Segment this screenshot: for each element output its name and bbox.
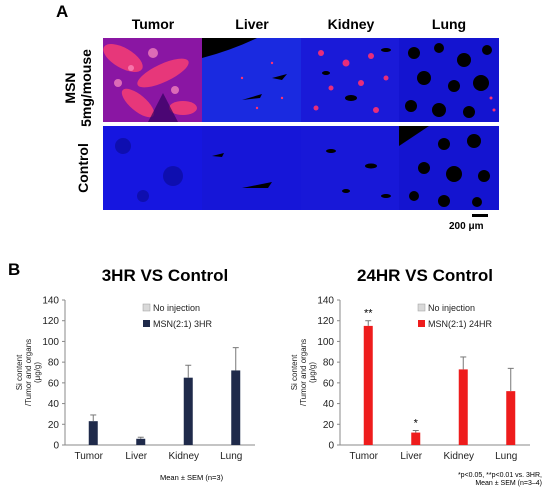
row-label-control-text: Control: [75, 143, 91, 193]
y-tick-label: 80: [48, 358, 60, 369]
x-tick-label: Tumor: [74, 451, 103, 462]
column-header-kidney: Kidney: [327, 16, 375, 32]
significance-marker: *: [414, 418, 419, 430]
y-tick-label: 20: [323, 420, 335, 431]
bar: [136, 438, 146, 445]
footnote-right-line2: Mean ± SEM (n=3–4): [475, 480, 542, 487]
y-tick-label: 40: [48, 399, 60, 410]
chart-24hr: 0 20 40 60 80 100 120 140 Si content/Tumor and o…: [290, 296, 530, 462]
y-tick-label: 40: [323, 399, 335, 410]
y-axis-label-line: /Tumor and organs: [24, 339, 33, 406]
image-control-kidney: [301, 126, 401, 210]
y-axis-label: Si content/Tumor and organs(μg/g): [290, 339, 317, 406]
scale-bar: [472, 214, 488, 217]
legend-label: No injection: [153, 303, 200, 313]
image-msn-liver: [202, 38, 302, 122]
y-tick-label: 60: [48, 378, 60, 389]
chart-title-24hr: 24HR VS Control: [356, 266, 494, 285]
y-tick-label: 20: [48, 420, 60, 431]
column-header-liver: Liver: [235, 16, 269, 32]
x-tick-label: Liver: [400, 451, 422, 462]
y-tick-label: 100: [42, 337, 59, 348]
row-label-msn-line2: 5mg/mouse: [78, 49, 94, 127]
y-tick-label: 140: [42, 296, 59, 307]
y-tick-label: 120: [317, 316, 334, 327]
y-tick-label: 80: [323, 358, 335, 369]
chart-3hr: 0 20 40 60 80 100 120 140 Si content/Tumor and o…: [15, 296, 255, 462]
y-axis-label-line: Si content: [290, 354, 299, 390]
panel-a-letter: A: [56, 2, 69, 21]
x-tick-label: Lung: [495, 451, 517, 462]
bar: [458, 369, 468, 445]
bar: [506, 391, 516, 445]
image-msn-kidney: [301, 38, 401, 122]
bar: [411, 432, 421, 445]
y-axis-label-line: (μg/g): [308, 362, 317, 383]
x-tick-label: Lung: [220, 451, 242, 462]
column-header-tumor: Tumor: [131, 16, 175, 32]
legend-label: No injection: [428, 303, 475, 313]
image-msn-lung: [399, 38, 499, 122]
y-tick-label: 120: [42, 316, 59, 327]
legend-swatch: [418, 320, 425, 327]
x-tick-label: Kidney: [168, 451, 199, 462]
legend-swatch: [142, 303, 151, 312]
legend-swatch: [417, 303, 426, 312]
image-control-liver: [202, 126, 302, 210]
footnote-right: *p<0.05, **p<0.01 vs. 3HR, Mean ± SEM (n…: [436, 472, 542, 488]
y-axis-label: Si content/Tumor and organs(μg/g): [15, 339, 42, 406]
x-tick-label: Liver: [125, 451, 147, 462]
y-axis-label-line: /Tumor and organs: [299, 339, 308, 406]
scale-bar-label: 200 μm: [449, 221, 484, 232]
legend-label: MSN(2:1) 3HR: [153, 319, 213, 329]
column-header-lung: Lung: [431, 16, 467, 32]
y-tick-label: 60: [323, 378, 335, 389]
y-tick-label: 100: [317, 337, 334, 348]
x-tick-label: Tumor: [349, 451, 378, 462]
legend-label: MSN(2:1) 24HR: [428, 319, 493, 329]
y-axis-label-line: (μg/g): [33, 362, 42, 383]
x-tick-label: Kidney: [443, 451, 474, 462]
bar: [183, 377, 193, 445]
image-control-lung: [399, 126, 499, 210]
legend-swatch: [143, 320, 150, 327]
y-tick-label: 0: [53, 441, 59, 452]
row-label-control: Control: [66, 126, 100, 210]
image-control-tumor: [103, 126, 203, 210]
bar: [231, 370, 241, 445]
y-tick-label: 140: [317, 296, 334, 307]
footnote-left: Mean ± SEM (n=3): [160, 473, 224, 482]
row-label-msn-line1: MSN: [62, 72, 78, 104]
bar: [88, 421, 98, 445]
footnote-right-line1: *p<0.05, **p<0.01 vs. 3HR,: [457, 472, 542, 479]
y-axis-label-line: Si content: [15, 354, 24, 390]
bar: [363, 325, 373, 445]
image-msn-tumor: [103, 38, 203, 122]
chart-title-3hr: 3HR VS Control: [101, 266, 229, 285]
row-label-msn: MSN 5mg/mouse: [56, 38, 100, 127]
significance-marker: **: [364, 308, 373, 320]
y-tick-label: 0: [328, 441, 334, 452]
panel-b-letter: B: [8, 260, 21, 279]
